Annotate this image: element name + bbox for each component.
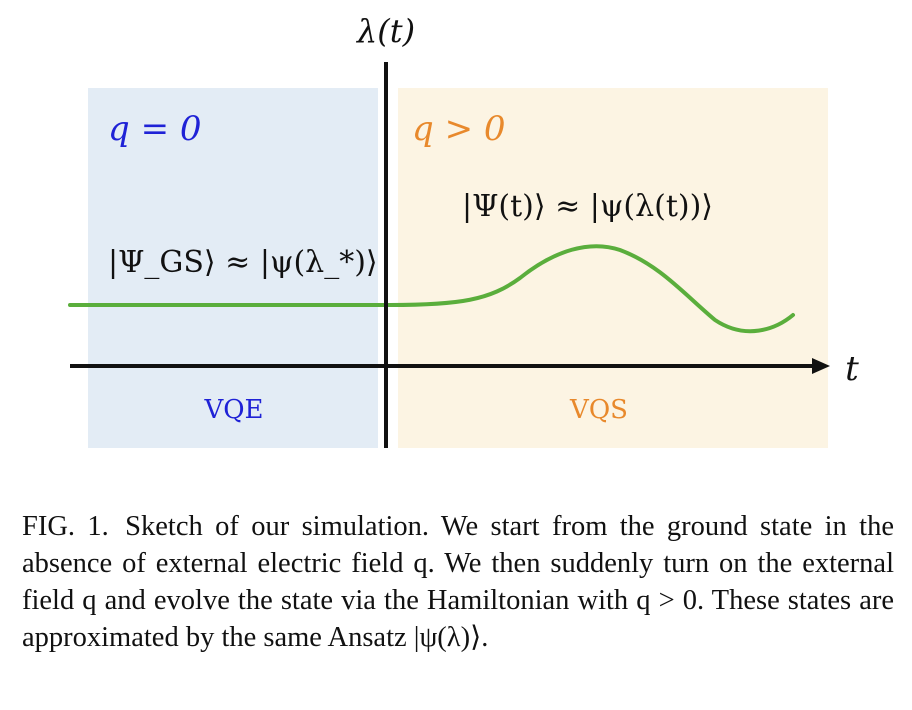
x-axis-label: t <box>845 349 859 389</box>
vqe-method-label: VQE <box>203 395 263 425</box>
vqs-method-label: VQS <box>569 395 628 425</box>
ground-state-equation: |Ψ_GS⟩ ≈ |ψ(λ_*)⟩ <box>108 245 378 280</box>
vqe-condition-label: q = 0 <box>108 109 202 149</box>
vqs-condition-label: q > 0 <box>412 109 506 149</box>
time-axis-arrowhead <box>812 358 830 374</box>
figure-caption-label: FIG. 1. <box>22 511 109 542</box>
evolved-state-equation: |Ψ(t)⟩ ≈ |ψ(λ(t))⟩ <box>462 189 713 224</box>
vqs-region-background <box>398 88 828 448</box>
y-axis-label: λ(t) <box>355 12 415 50</box>
lambda-trajectory-curve <box>68 244 795 334</box>
figure-caption: FIG. 1. Sketch of our simulation. We sta… <box>22 508 894 656</box>
vqe-region-background <box>88 88 378 448</box>
simulation-sketch-figure: λ(t) t q = 0 q > 0 |Ψ_GS⟩ ≈ |ψ(λ_*)⟩ |Ψ(… <box>68 12 859 448</box>
figure-caption-text: Sketch of our simulation. We start from … <box>22 511 894 653</box>
